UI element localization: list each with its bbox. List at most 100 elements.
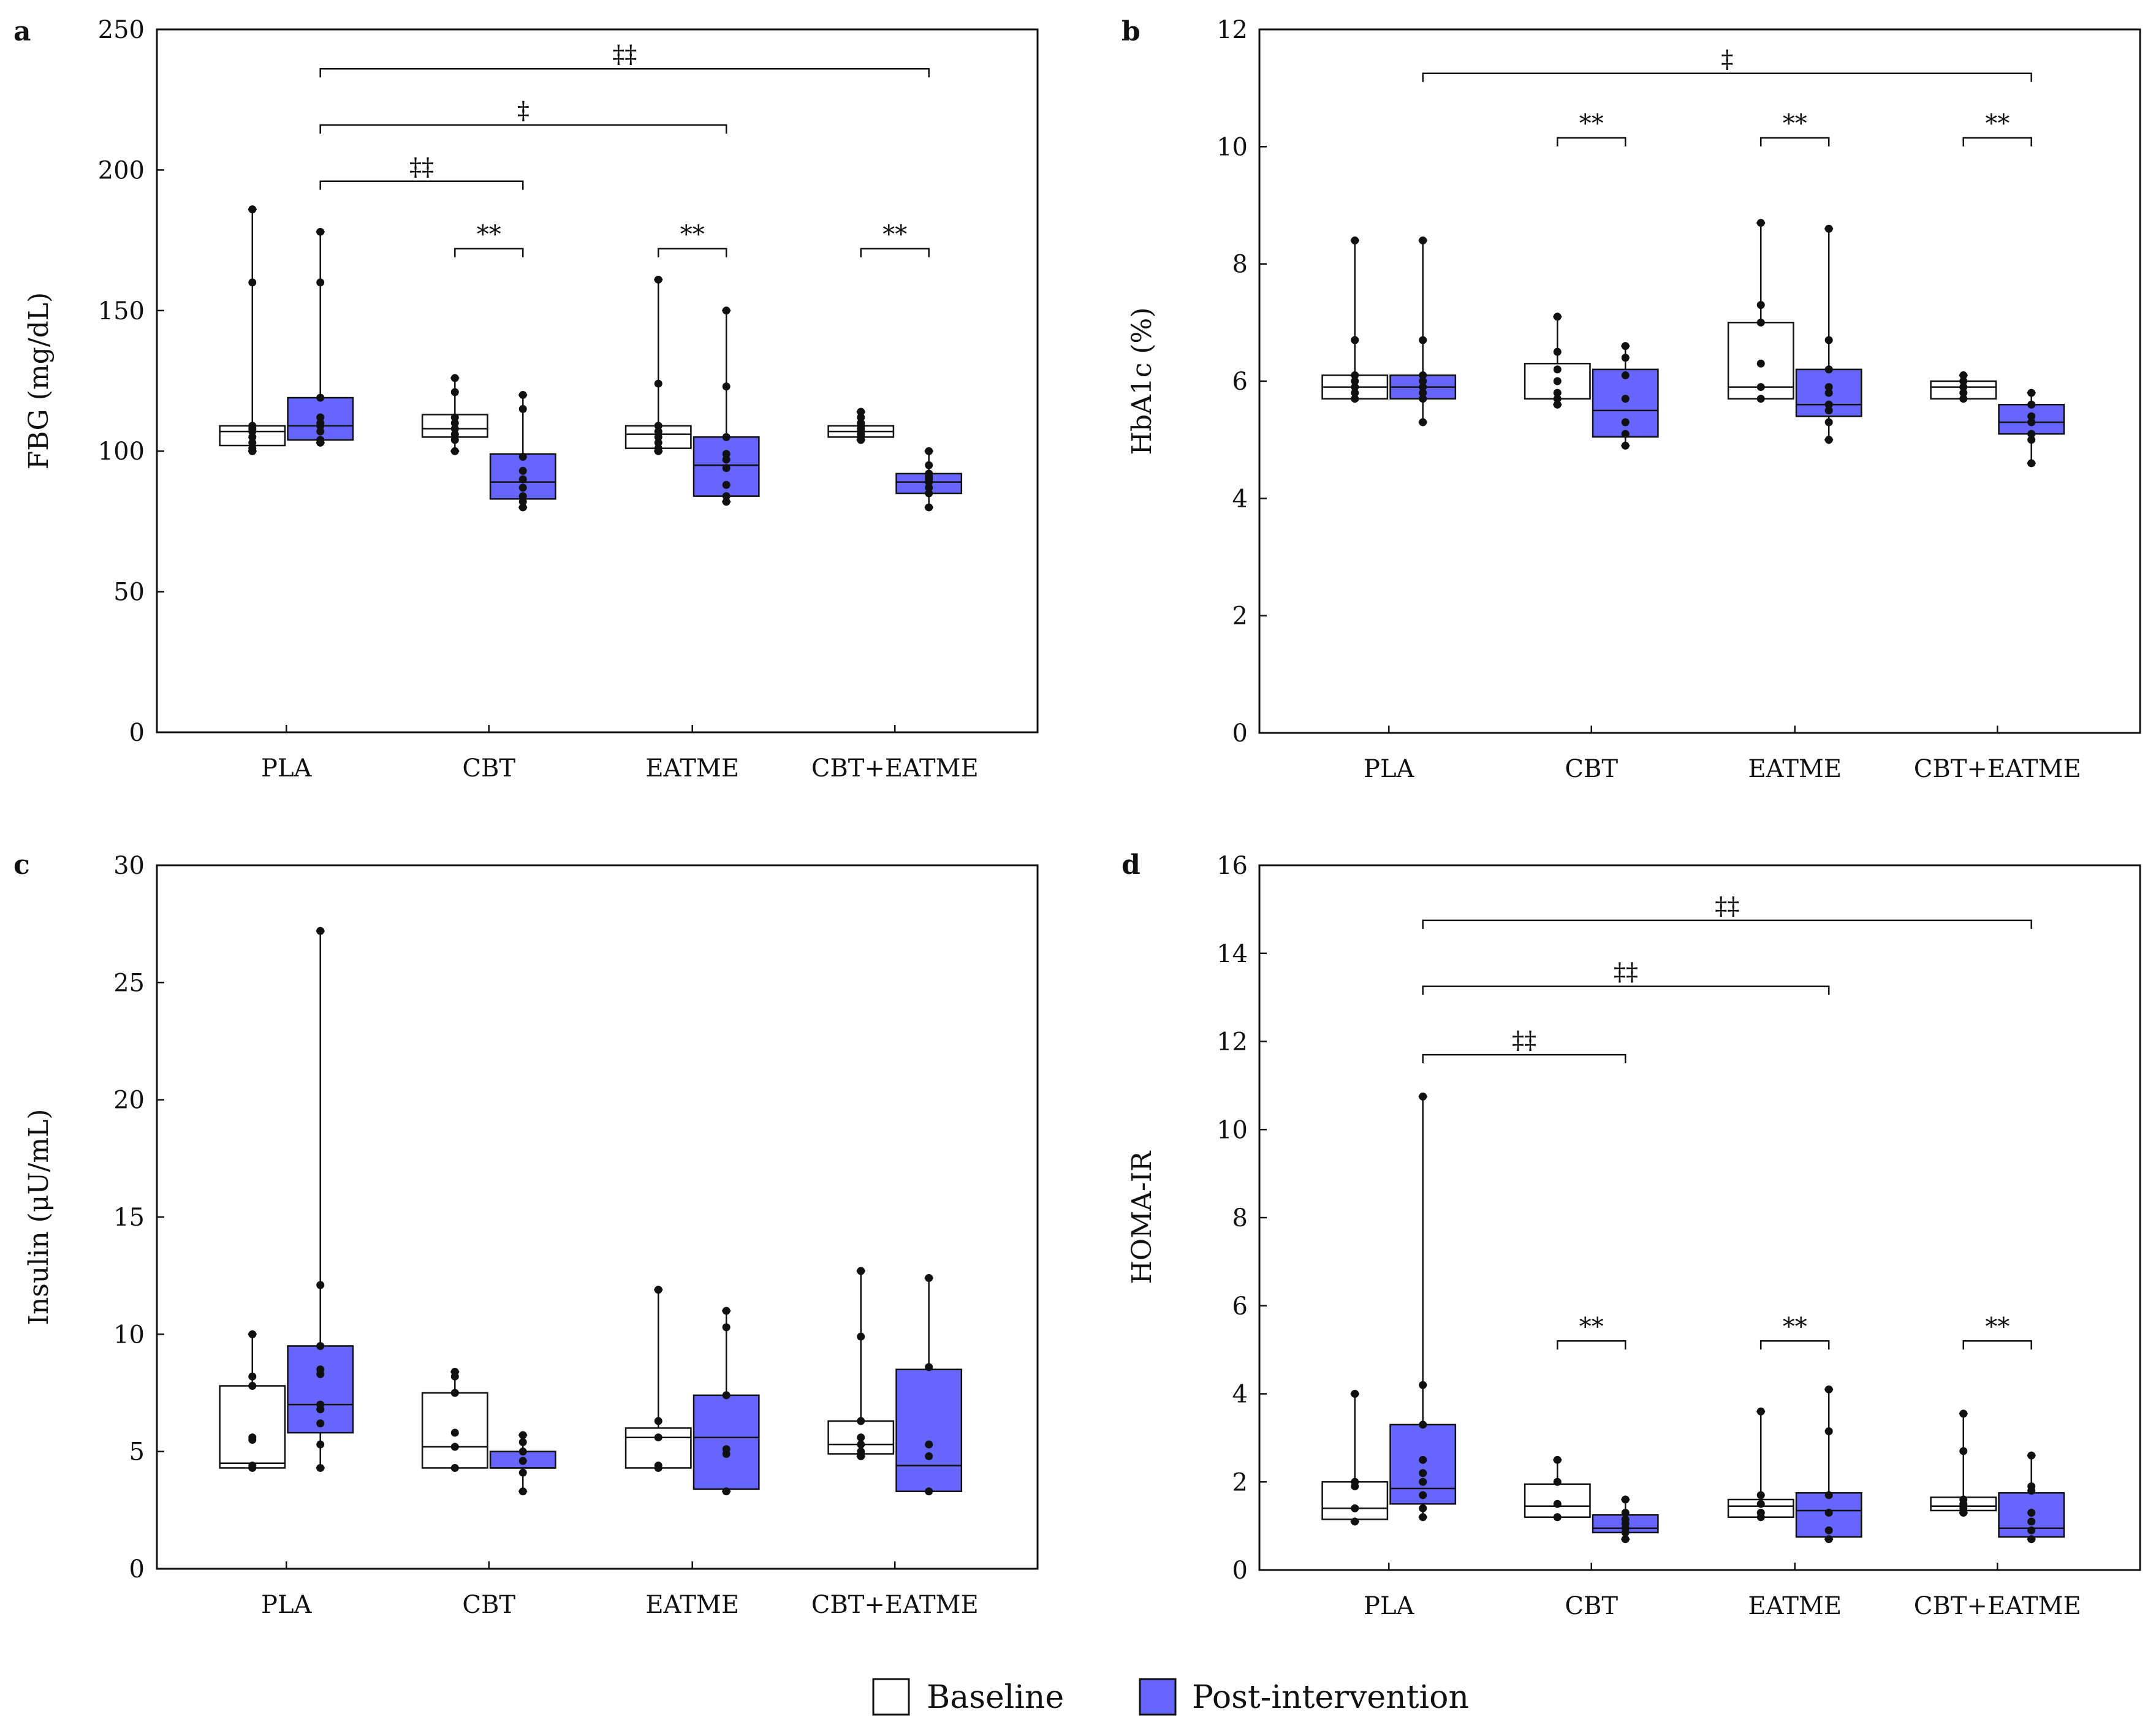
significance-label: ** xyxy=(1783,1313,1807,1341)
significance-label: ** xyxy=(1579,110,1604,138)
data-point xyxy=(450,1368,459,1376)
significance-bracket: ** xyxy=(1759,110,1830,146)
data-point xyxy=(316,1365,325,1374)
box-cbt-eatme-post xyxy=(1998,1451,2065,1544)
data-point xyxy=(518,475,527,483)
data-point xyxy=(1824,1526,1833,1534)
bracket-line xyxy=(657,248,727,257)
bracket-line xyxy=(860,248,930,257)
data-point xyxy=(2027,1526,2036,1534)
data-point xyxy=(1419,418,1427,427)
data-point xyxy=(654,1462,662,1470)
y-tick-label: 150 xyxy=(98,297,145,325)
legend: Baseline Post-intervention xyxy=(872,1678,1469,1716)
data-point xyxy=(1419,1477,1427,1486)
box-cbt-post xyxy=(1592,1495,1659,1544)
data-point xyxy=(1824,1535,1833,1544)
box-cbt-eatme-baseline xyxy=(1930,371,1997,403)
significance-label: ‡‡ xyxy=(612,40,637,69)
data-point xyxy=(1419,1504,1427,1512)
data-point xyxy=(2027,1509,2036,1517)
y-tick-label: 200 xyxy=(98,156,145,184)
data-point xyxy=(316,278,325,287)
data-point xyxy=(654,1417,662,1425)
data-point xyxy=(654,427,662,436)
data-point xyxy=(654,438,662,447)
bracket-line xyxy=(319,67,930,78)
data-point xyxy=(1553,1477,1562,1486)
data-point xyxy=(1959,377,1968,385)
data-point xyxy=(722,382,731,391)
data-point xyxy=(1824,1385,1833,1394)
data-point xyxy=(316,1400,325,1409)
data-point xyxy=(316,927,325,935)
data-point xyxy=(1959,395,1968,403)
data-point xyxy=(1824,400,1833,409)
y-tick-label: 10 xyxy=(113,1321,145,1349)
data-point xyxy=(1553,1455,1562,1464)
significance-bracket: ** xyxy=(860,221,930,257)
data-point xyxy=(518,1431,527,1439)
box-eatme-post xyxy=(693,1306,760,1496)
data-point xyxy=(316,1341,325,1350)
data-point xyxy=(1824,436,1833,444)
data-point xyxy=(1824,224,1833,233)
data-point xyxy=(1959,371,1968,379)
y-tick-label: 0 xyxy=(129,1555,145,1583)
box-pla-baseline xyxy=(219,205,286,455)
data-point xyxy=(722,492,731,501)
box-iqr xyxy=(1389,1424,1457,1505)
significance-label: ‡ xyxy=(1721,45,1733,74)
data-point xyxy=(518,404,527,413)
box-eatme-post xyxy=(1795,1385,1862,1544)
box-pla-baseline xyxy=(219,1330,286,1472)
legend-swatch-baseline xyxy=(872,1678,910,1716)
plot-frame xyxy=(156,28,1039,734)
significance-label: ‡‡ xyxy=(1512,1026,1536,1055)
data-point xyxy=(1419,236,1427,245)
bracket-line xyxy=(1422,1053,1626,1064)
data-point xyxy=(722,1445,731,1454)
data-point xyxy=(248,438,257,447)
significance-bracket: ** xyxy=(1759,1313,1830,1350)
significance-label: ** xyxy=(477,221,501,249)
data-point xyxy=(857,1267,865,1275)
panel-letter: b xyxy=(1122,16,1141,47)
data-point xyxy=(1419,1469,1427,1477)
data-point xyxy=(1351,1477,1359,1486)
data-point xyxy=(1351,377,1359,385)
data-point xyxy=(1756,301,1765,309)
significance-bracket: ‡‡ xyxy=(319,40,930,78)
data-point xyxy=(518,452,527,461)
data-point xyxy=(1553,389,1562,397)
data-point xyxy=(857,419,865,427)
significance-label: ** xyxy=(1783,110,1807,138)
data-point xyxy=(925,447,933,455)
data-point xyxy=(1553,313,1562,321)
box-pla-baseline xyxy=(1321,236,1389,403)
data-point xyxy=(450,413,459,422)
y-tick-label: 12 xyxy=(1217,1028,1248,1056)
data-point xyxy=(857,1433,865,1442)
x-tick-label: CBT+EATME xyxy=(811,754,979,783)
significance-bracket: ‡‡ xyxy=(1422,958,1830,995)
data-point xyxy=(1824,336,1833,344)
data-point xyxy=(450,419,459,427)
y-axis-label: Insulin (μU/mL) xyxy=(23,1109,55,1325)
data-point xyxy=(518,1457,527,1465)
bracket-line xyxy=(319,180,524,190)
data-point xyxy=(518,483,527,492)
data-point xyxy=(925,1452,933,1460)
data-point xyxy=(857,413,865,422)
data-point xyxy=(248,1433,257,1442)
data-point xyxy=(316,413,325,422)
significance-label: ** xyxy=(1985,1313,2010,1341)
y-tick-label: 14 xyxy=(1217,940,1248,968)
y-tick-label: 6 xyxy=(1232,368,1248,396)
significance-bracket: ‡‡ xyxy=(1422,892,2032,929)
data-point xyxy=(518,498,527,506)
data-point xyxy=(722,433,731,441)
box-cbt-post xyxy=(489,390,556,512)
data-point xyxy=(722,498,731,506)
data-point xyxy=(1824,406,1833,415)
